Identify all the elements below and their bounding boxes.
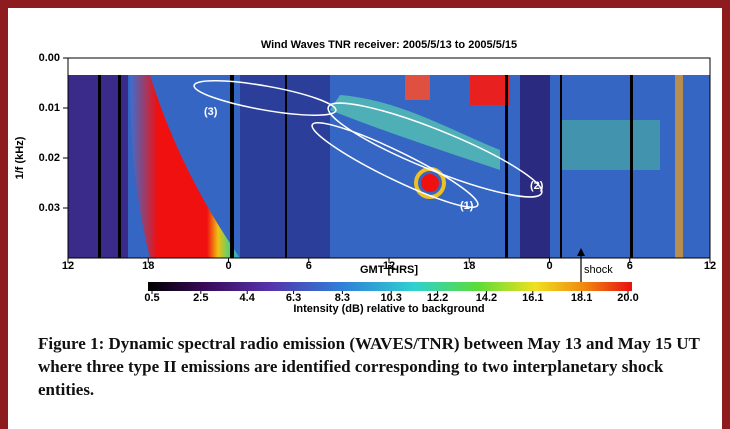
y-tick-label: 0.02: [39, 152, 60, 164]
x-tick-label: 18: [463, 260, 475, 272]
colorbar-tick-label: 14.2: [476, 292, 497, 304]
colorbar-tick-label: 2.5: [193, 292, 208, 304]
spectrogram: [68, 74, 710, 258]
shock-label: shock: [584, 264, 613, 276]
colorbar-tick-label: 4.4: [240, 292, 256, 304]
chart-title: Wind Waves TNR receiver: 2005/5/13 to 20…: [261, 39, 517, 51]
y-tick-label: 0.01: [39, 102, 60, 114]
colorbar-tick-label: 8.3: [335, 292, 350, 304]
annotation: (1): [460, 200, 474, 212]
x-tick-label: 12: [383, 260, 395, 272]
x-tick-label: 6: [627, 260, 633, 272]
colorbar-tick-label: 12.2: [427, 292, 448, 304]
y-tick-label: 0.03: [39, 202, 60, 214]
colorbar-tick-label: 20.0: [617, 292, 638, 304]
colorbar-tick-label: 10.3: [381, 292, 402, 304]
x-tick-label: 6: [306, 260, 312, 272]
x-tick-label: 12: [62, 260, 74, 272]
x-tick-label: 12: [704, 260, 716, 272]
annotation: (2): [530, 180, 544, 192]
colorbar-tick-label: 16.1: [522, 292, 543, 304]
annotation: (3): [204, 106, 218, 118]
figure-caption: Figure 1: Dynamic spectral radio emissio…: [38, 332, 718, 401]
y-axis-label: 1/f (kHz): [14, 136, 26, 179]
colorbar-tick-label: 0.5: [144, 292, 159, 304]
x-tick-label: 0: [225, 260, 231, 272]
colorbar-tick-label: 18.1: [571, 292, 592, 304]
colorbar: [148, 282, 632, 291]
x-tick-label: 0: [546, 260, 552, 272]
x-tick-label: 18: [142, 260, 154, 272]
colorbar-tick-label: 6.3: [286, 292, 301, 304]
colorbar-label: Intensity (dB) relative to background: [293, 303, 484, 315]
y-tick-label: 0.00: [39, 52, 60, 64]
